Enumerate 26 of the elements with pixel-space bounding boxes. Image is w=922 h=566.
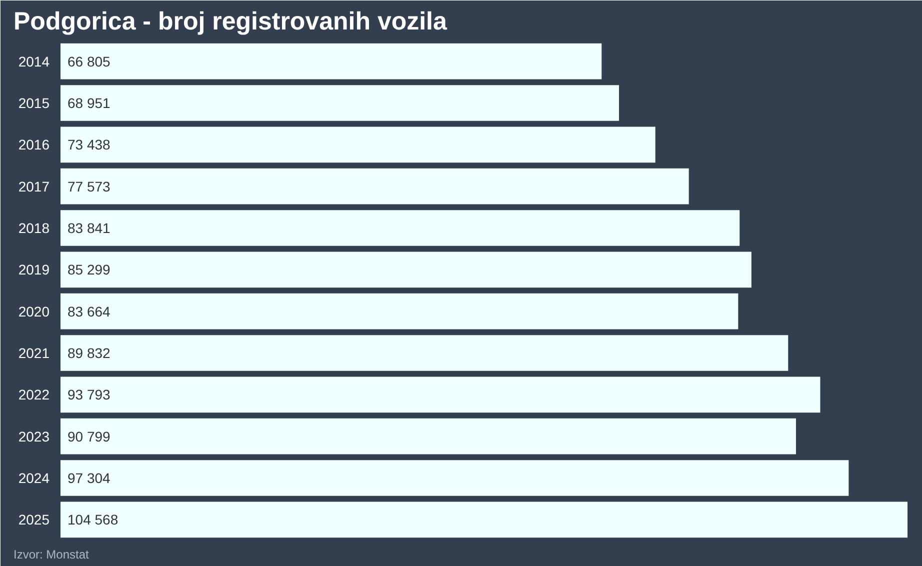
y-tick-label: 2019 — [18, 262, 50, 278]
y-tick-label: 2024 — [18, 470, 50, 486]
y-tick-label: 2015 — [18, 95, 50, 111]
data-label: 104 568 — [68, 512, 118, 528]
y-tick-label: 2021 — [18, 345, 50, 361]
y-tick-label: 2016 — [18, 136, 50, 153]
y-tick-label: 2025 — [18, 512, 50, 528]
y-tick-label: 2014 — [18, 53, 50, 70]
data-label: 83 664 — [68, 303, 111, 320]
data-label: 93 793 — [68, 386, 111, 403]
data-label: 85 299 — [68, 262, 111, 278]
data-label: 90 799 — [68, 428, 111, 444]
data-label: 97 304 — [68, 470, 111, 486]
data-label: 83 841 — [68, 220, 111, 236]
y-tick-label: 2017 — [18, 178, 50, 194]
y-tick-label: 2020 — [18, 303, 50, 320]
y-tick-label: 2018 — [18, 220, 50, 236]
data-label: 89 832 — [68, 345, 111, 361]
data-label: 66 805 — [68, 53, 111, 70]
y-tick-label: 2023 — [18, 428, 50, 444]
data-label: 77 573 — [68, 178, 111, 194]
y-tick-label: 2022 — [18, 386, 50, 403]
text: Izvor: Monstat — [14, 548, 90, 562]
data-label: 73 438 — [68, 136, 111, 153]
data-label: 68 951 — [68, 95, 111, 111]
chart-title: Podgorica - broj registrovanih vozila — [14, 8, 448, 36]
